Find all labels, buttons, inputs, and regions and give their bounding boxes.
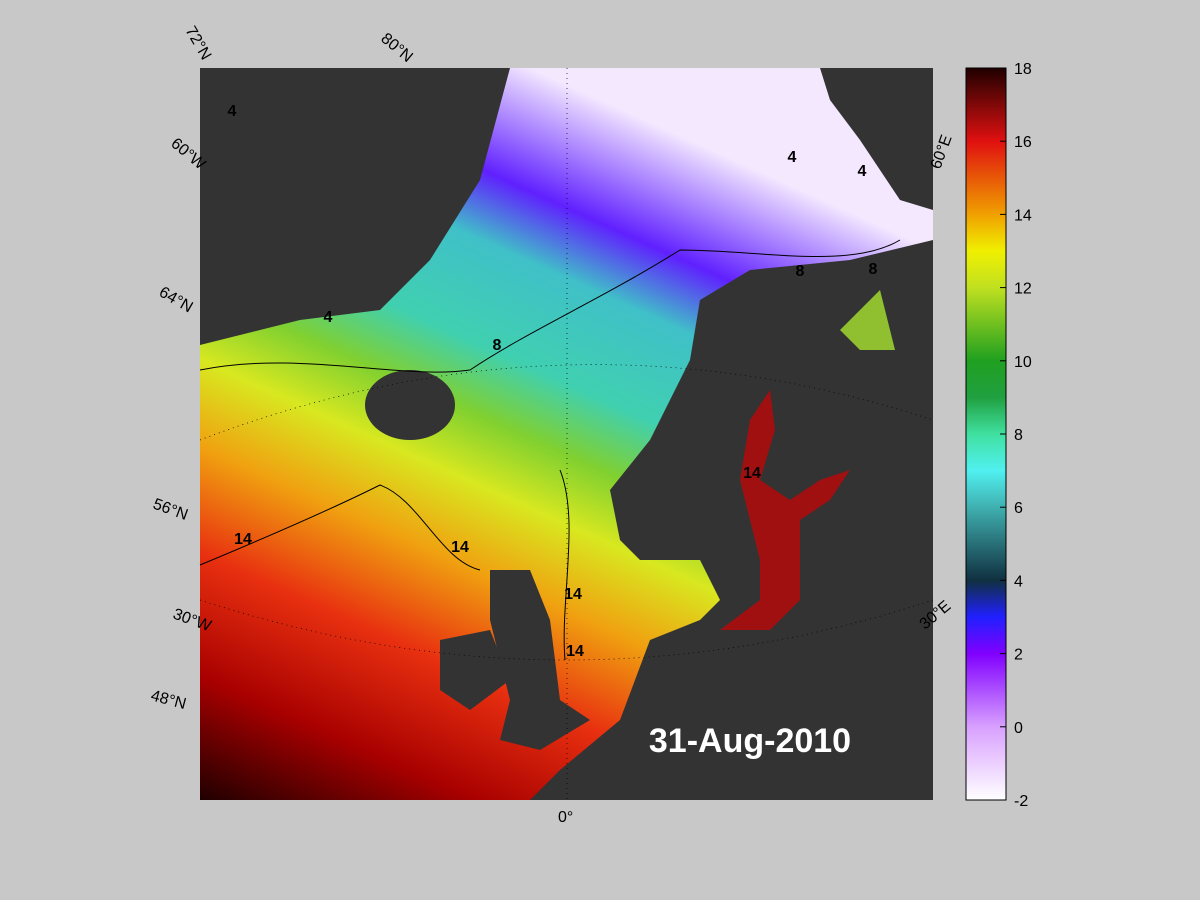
greenland: [200, 68, 510, 345]
contour-line: [559, 469, 570, 661]
colorbar-tick-label: 6: [1014, 500, 1023, 517]
contour-label: 4: [324, 309, 333, 326]
colorbar-tick-label: 8: [1014, 427, 1023, 444]
great-britain: [490, 570, 590, 750]
colorbar-tick-label: 2: [1014, 647, 1023, 664]
contour-label: 14: [451, 539, 469, 556]
contour-label: 8: [869, 261, 878, 278]
grid-label: 64°N: [156, 284, 195, 317]
contour-label: 4: [858, 163, 867, 180]
grid-label: 80°N: [377, 30, 415, 66]
date-label: 31-Aug-2010: [649, 722, 851, 760]
contour-label: 4: [788, 149, 797, 166]
colorbar-tick-label: 18: [1014, 61, 1032, 78]
contour-line: [199, 484, 481, 571]
europe: [530, 240, 933, 800]
colorbar-tick-label: 4: [1014, 573, 1023, 590]
grid-label: 0°: [558, 809, 573, 826]
colorbar-tick-label: 12: [1014, 281, 1032, 298]
arctic-islands: [820, 68, 933, 210]
contour-label: 4: [228, 103, 237, 120]
contour-label: 14: [743, 465, 761, 482]
colorbar-tick-label: 14: [1014, 207, 1032, 224]
colorbar: [965, 67, 1007, 801]
contour-label: 8: [796, 263, 805, 280]
contour-label: 14: [566, 643, 584, 660]
baltic-sea: [720, 390, 850, 630]
map: 4 4 4 4 8 8 8 14 14 14 14 14 31-Aug-2010: [199, 68, 934, 800]
colorbar-tick-label: 16: [1014, 134, 1032, 151]
grid-label: 48°N: [149, 687, 188, 713]
graticule: [199, 68, 934, 800]
white-sea: [840, 290, 895, 350]
colorbar-tick-label: 10: [1014, 354, 1032, 371]
grid-label: 72°N: [182, 24, 215, 63]
contour-label: 8: [493, 337, 502, 354]
colorbar-tick-label: -2: [1014, 793, 1028, 810]
ireland: [440, 630, 510, 710]
iceland: [365, 370, 455, 440]
contour-label: 14: [564, 586, 582, 603]
contour-line: [199, 239, 901, 373]
grid-label: 56°N: [151, 496, 190, 524]
contour-label: 14: [234, 531, 252, 548]
colorbar-tick-label: 0: [1014, 720, 1023, 737]
